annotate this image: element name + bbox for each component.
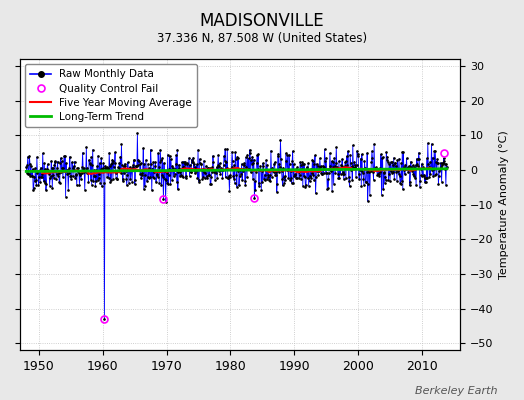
- Legend: Raw Monthly Data, Quality Control Fail, Five Year Moving Average, Long-Term Tren: Raw Monthly Data, Quality Control Fail, …: [25, 64, 198, 127]
- Text: 37.336 N, 87.508 W (United States): 37.336 N, 87.508 W (United States): [157, 32, 367, 45]
- Text: MADISONVILLE: MADISONVILLE: [200, 12, 324, 30]
- Y-axis label: Temperature Anomaly (°C): Temperature Anomaly (°C): [499, 130, 509, 279]
- Text: Berkeley Earth: Berkeley Earth: [416, 386, 498, 396]
